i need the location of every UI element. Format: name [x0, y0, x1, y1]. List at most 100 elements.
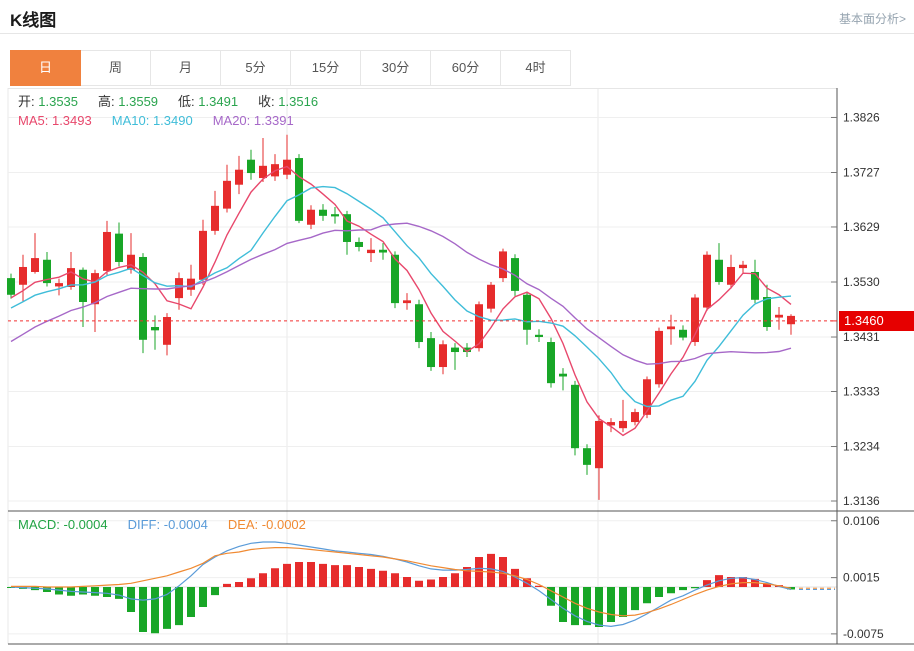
candle-body: [691, 297, 699, 343]
tab-周[interactable]: 周: [80, 50, 151, 86]
candle-body: [355, 241, 363, 247]
candle-body: [319, 209, 327, 216]
candle-body: [127, 254, 135, 270]
candle-body: [295, 158, 303, 221]
candle-body: [211, 205, 219, 231]
candle-body: [175, 278, 183, 299]
candle-body: [91, 273, 99, 305]
axis-tick-label: -0.0075: [843, 627, 884, 641]
page-title: K线图: [10, 11, 57, 30]
macd-bar: [535, 585, 543, 587]
candle-body: [595, 420, 603, 469]
tab-60分[interactable]: 60分: [430, 50, 501, 86]
ma10-line: [10, 185, 792, 408]
price-axis: 1.3826 1.3727 1.3629 1.3530 1.3431 1.3333 1.32…: [8, 88, 914, 645]
tab-日[interactable]: 日: [10, 50, 81, 86]
axis-tick-label: 1.3826: [843, 110, 880, 124]
macd-bar: [607, 587, 615, 622]
macd-bar: [271, 568, 279, 587]
candle-body: [151, 327, 159, 331]
macd-bar: [643, 587, 651, 604]
candle-body: [607, 422, 615, 426]
candle-body: [79, 269, 87, 303]
candle-body: [547, 342, 555, 384]
candle-body: [643, 379, 651, 415]
candle-body: [667, 326, 675, 330]
axis-tick-label: 1.3530: [843, 275, 880, 289]
macd-bar: [487, 553, 495, 587]
macd-bar: [367, 568, 375, 587]
macd-bar: [259, 573, 267, 587]
candle-series: [7, 134, 795, 500]
candle-body: [415, 304, 423, 343]
candle-body: [199, 230, 207, 280]
macd-bar: [319, 563, 327, 587]
tab-5分[interactable]: 5分: [220, 50, 291, 86]
macd-bar: [343, 565, 351, 587]
candle-body: [619, 420, 627, 429]
candle-body: [235, 169, 243, 185]
macd-bar: [331, 565, 339, 587]
tab-15分[interactable]: 15分: [290, 50, 361, 86]
macd-bar: [439, 577, 447, 587]
macd-bar: [403, 577, 411, 587]
macd-bar: [175, 587, 183, 626]
candle-body: [331, 214, 339, 217]
dea-line: [11, 547, 792, 617]
candle-body: [475, 304, 483, 349]
macd-bar: [139, 587, 147, 632]
candle-body: [187, 278, 195, 290]
header-divider: [0, 33, 914, 34]
candle-body: [343, 214, 351, 242]
macd-bar: [91, 587, 99, 596]
tab-4时[interactable]: 4时: [500, 50, 571, 86]
macd-bar: [559, 587, 567, 622]
candle-body: [139, 256, 147, 340]
candle-body: [391, 254, 399, 304]
candle-body: [631, 412, 639, 423]
fundamental-analysis-link[interactable]: 基本面分析>: [838, 12, 906, 26]
tab-月[interactable]: 月: [150, 50, 221, 86]
macd-bar: [151, 587, 159, 634]
candle-body: [379, 249, 387, 253]
macd-bar: [79, 587, 87, 595]
macd-bar: [415, 580, 423, 587]
macd-histogram: [7, 553, 795, 634]
candle-body: [115, 233, 123, 262]
candle-body: [7, 278, 15, 295]
candle-body: [367, 249, 375, 254]
macd-bar: [727, 577, 735, 587]
chart-canvas[interactable]: 1.3826 1.3727 1.3629 1.3530 1.3431 1.3333 1.32…: [0, 88, 914, 646]
macd-bar: [391, 573, 399, 587]
ma20-line: [10, 222, 792, 365]
axis-tick-label: 1.3629: [843, 220, 880, 234]
macd-bar: [619, 587, 627, 617]
macd-bar: [631, 587, 639, 611]
candle-body: [571, 384, 579, 449]
axis-tick-label: 1.3333: [843, 384, 880, 398]
axis-tick-label: 1.3431: [843, 330, 880, 344]
macd-bar: [115, 587, 123, 599]
candle-body: [67, 268, 75, 287]
period-tabbar: 日周月 5分 15分 30分 60分 4时: [10, 50, 571, 86]
candle-body: [223, 180, 231, 209]
macd-bar: [463, 567, 471, 587]
macd-bar: [703, 580, 711, 587]
last-price-badge: 1.3460: [839, 310, 914, 331]
macd-bar: [235, 582, 243, 587]
macd-bar: [295, 562, 303, 587]
macd-bar: [679, 587, 687, 591]
candle-body: [259, 165, 267, 179]
grid: [7, 88, 837, 644]
macd-bar: [547, 587, 555, 606]
candle-body: [463, 347, 471, 353]
macd-bar: [511, 568, 519, 587]
candle-body: [19, 266, 27, 285]
macd-bar: [379, 570, 387, 587]
tab-30分[interactable]: 30分: [360, 50, 431, 86]
candle-body: [427, 338, 435, 368]
candle-body: [703, 254, 711, 308]
candle-body: [403, 300, 411, 304]
axis-tick-label: 0.0015: [843, 571, 880, 585]
macd-bar: [55, 587, 63, 595]
